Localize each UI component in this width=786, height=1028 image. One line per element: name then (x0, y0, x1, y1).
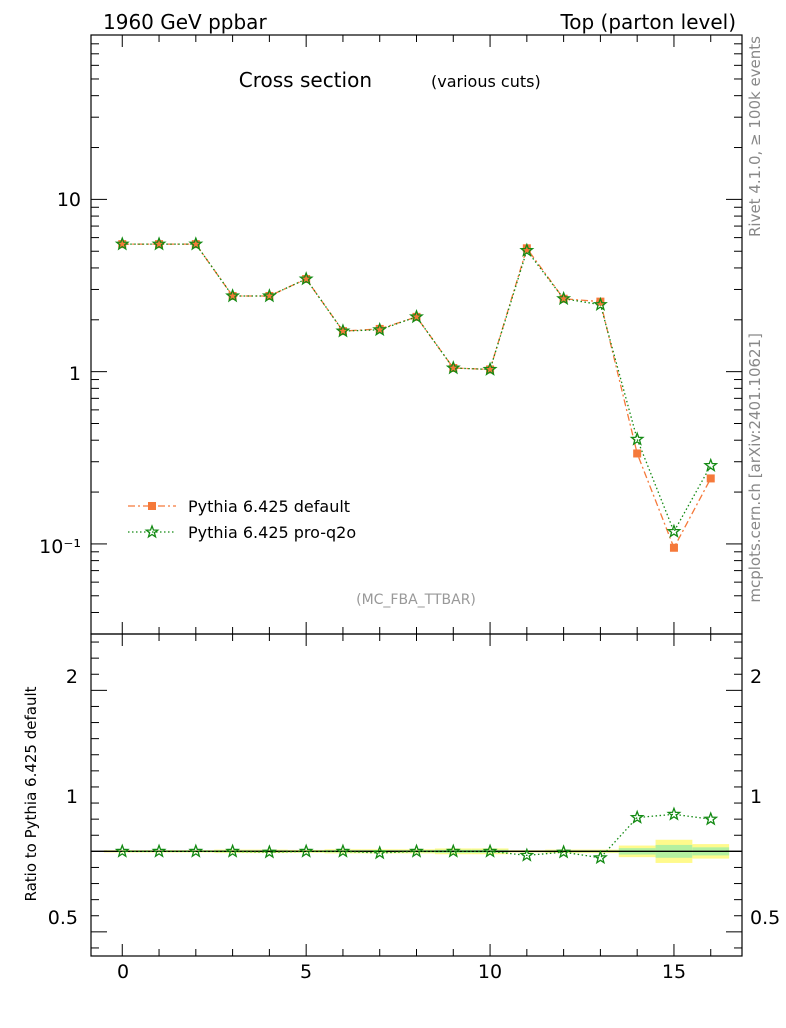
mcplots-label: mcplots.cern.ch [arXiv:2401.10621] (746, 333, 764, 603)
ratio-point-proq2o (225, 843, 241, 858)
data-point-default (338, 327, 347, 336)
series-line-1 (122, 243, 712, 534)
legend-label-default: Pythia 6.425 default (188, 497, 350, 516)
header-right: Top (parton level) (559, 10, 736, 34)
data-point-proq2o (629, 431, 645, 446)
data-point-proq2o (372, 321, 388, 337)
legend-marker-proq2o (144, 524, 160, 539)
ratio-point-proq2o (298, 843, 314, 858)
data-point-default (633, 449, 642, 458)
data-point-proq2o (666, 523, 682, 538)
x-tick-label-15: 15 (662, 961, 686, 983)
ratio-point-proq2o (114, 843, 130, 858)
data-point-proq2o (519, 242, 535, 257)
data-point-proq2o (482, 361, 498, 376)
data-point-proq2o (335, 323, 351, 338)
ratio-y-tick-label-right-0.5: 0.5 (750, 907, 780, 929)
data-point-default (522, 244, 531, 253)
data-point-proq2o (592, 296, 608, 311)
data-point-proq2o (114, 236, 130, 251)
data-point-proq2o (261, 288, 277, 303)
ratio-point-proq2o (261, 844, 277, 859)
data-point-default (596, 297, 605, 306)
ratio-y-tick-label-left-1: 1 (66, 786, 78, 808)
data-point-default (449, 364, 458, 373)
data-point-proq2o (556, 290, 572, 306)
chart-subtitle: (various cuts) (431, 72, 541, 91)
ratio-point-proq2o (445, 843, 461, 858)
data-point-default (412, 312, 421, 321)
ratio-point-proq2o (703, 811, 719, 826)
ratio-point-proq2o (188, 843, 204, 858)
data-point-proq2o (409, 308, 424, 324)
legend: Pythia 6.425 default Pythia 6.425 pro-q2… (128, 497, 356, 542)
ratio-point-proq2o (372, 845, 388, 860)
analysis-annotation: (MC_FBA_TTBAR) (356, 592, 476, 608)
data-point-default (669, 543, 678, 552)
data-point-default (302, 275, 311, 284)
series-line-0 (122, 243, 712, 550)
x-tick-label-5: 5 (300, 961, 312, 983)
x-tick-label-0: 0 (117, 961, 129, 983)
ratio-series-line (122, 813, 711, 859)
ratio-point-proq2o (629, 809, 645, 824)
ratio-point-proq2o (335, 843, 351, 858)
data-point-default (375, 324, 384, 333)
ratio-y-tick-label-left-0.5: 0.5 (48, 907, 78, 929)
ratio-frame (90, 633, 743, 957)
data-point-default (155, 240, 164, 249)
ratio-point-proq2o (409, 843, 424, 858)
data-point-default (559, 294, 568, 303)
chart-title: Cross section (239, 68, 372, 92)
legend-label-proq2o: Pythia 6.425 pro-q2o (188, 523, 356, 542)
ratio-point-proq2o (556, 844, 572, 859)
legend-entry-proq2o: Pythia 6.425 pro-q2o (128, 523, 356, 542)
legend-marker-default (148, 502, 156, 510)
ratio-y-tick-label-right-2: 2 (750, 666, 762, 688)
main-frame (90, 34, 743, 635)
main-panel: Cross section (various cuts) (MC_FBA_TTB… (39, 34, 743, 635)
ratio-point-proq2o (519, 847, 535, 862)
y-tick-label-1: 1 (69, 363, 81, 385)
ratio-y-tick-label-right-1: 1 (750, 786, 762, 808)
data-point-default (706, 474, 715, 483)
data-point-proq2o (225, 288, 241, 303)
ratio-point-proq2o (592, 849, 608, 865)
data-point-default (191, 240, 200, 249)
ratio-panel: 2 1 0.5 2 1 0.5 0 5 10 15 Ratio to Pythi… (22, 633, 780, 983)
data-point-proq2o (188, 236, 204, 251)
header-left: 1960 GeV ppbar (103, 10, 267, 34)
data-point-proq2o (703, 457, 719, 472)
data-point-proq2o (151, 236, 167, 251)
ratio-point-proq2o (482, 843, 498, 858)
x-tick-label-10: 10 (478, 961, 502, 983)
y-tick-label-10: 10 (57, 189, 81, 211)
y-tick-label-0.1: 10⁻¹ (39, 536, 81, 558)
legend-entry-default: Pythia 6.425 default (128, 497, 350, 516)
data-point-default (486, 365, 495, 374)
data-point-proq2o (298, 271, 314, 286)
ratio-point-proq2o (666, 806, 682, 821)
rivet-version-label: Rivet 4.1.0, ≥ 100k events (746, 36, 764, 237)
ratio-point-proq2o (151, 843, 167, 858)
ratio-y-axis-label: Ratio to Pythia 6.425 default (22, 686, 40, 901)
data-point-proq2o (445, 360, 461, 375)
data-point-default (265, 291, 274, 300)
data-point-default (118, 240, 127, 249)
data-point-default (228, 291, 237, 300)
ratio-y-tick-label-left-2: 2 (66, 666, 78, 688)
